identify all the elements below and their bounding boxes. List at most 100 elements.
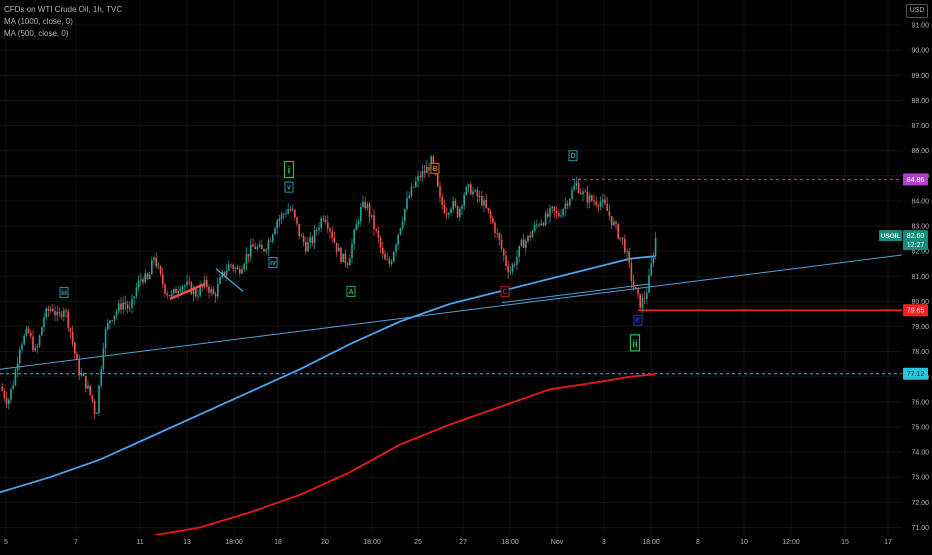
candle-body [236,268,239,270]
candle-body [232,265,234,269]
candle-body [500,239,503,249]
candle-body [564,203,567,209]
candle-body [410,186,413,196]
candle-body [648,275,650,293]
currency-button[interactable]: USD [906,4,928,18]
candle-body [637,289,639,294]
candle-body [569,199,571,206]
candle-body [426,167,428,174]
x-tick-label: 18:00 [225,539,243,546]
candle-body [597,205,600,207]
candle-body [287,209,289,214]
x-tick-label: 5 [4,539,8,546]
candle-body [74,342,76,354]
candle-body [41,327,43,336]
candle-body [538,224,540,226]
candle-body [67,311,69,328]
candle-body [69,327,72,332]
candle-body [327,222,329,229]
candle-body [102,348,105,370]
candle-body [225,270,228,276]
candle-body [562,208,564,216]
candle-body [140,279,142,281]
current-price-badge [903,230,928,251]
candle-body [49,308,52,312]
candle-body [472,191,474,195]
candle-body [272,234,274,242]
candle-body [80,373,83,376]
candle-body [518,245,520,257]
candle-body [456,206,459,218]
legend-ma-1000[interactable]: MA (1000, close, 0) [4,17,73,26]
candle-body [243,264,245,270]
candle-body [371,215,373,217]
candle-body [344,253,347,264]
candle-body [450,209,452,214]
candle-body [14,370,17,386]
candle-body [527,235,529,241]
candle-body [591,195,593,201]
legend-symbol-title[interactable]: CFDs on WTI Crude Oil, 1h, TVC [4,5,123,14]
wave-label-box [268,257,278,268]
candle-body [516,256,518,265]
wave-label-box [346,285,356,297]
candle-body [223,271,226,276]
candle-body [494,222,496,234]
candle-body [291,209,294,211]
x-tick-label: 13 [183,539,191,546]
candle-body [166,293,168,296]
legend-ma-500[interactable]: MA (500, close, 0) [4,29,69,38]
wave-label-box [284,181,294,193]
candle-body [533,224,536,232]
candle-body [641,297,644,309]
candle-body [47,308,50,312]
price-axis: 71.0072.0073.0074.0075.0076.0077.0078.00… [879,0,932,550]
candle-body [118,303,120,312]
candle-body [8,399,10,405]
candle-body [234,268,237,269]
candle-body [432,156,435,165]
horizontal-lines [0,178,902,375]
ma-500-line [0,255,656,494]
candle-body [122,302,124,310]
symbol-badge [879,230,902,242]
candle-body [93,401,96,414]
y-tick-label: 90.00 [911,48,929,55]
candle-body [311,237,314,244]
candle-body [349,258,351,266]
candle-body [96,413,98,414]
candle-body [331,231,333,238]
candle-body [309,237,311,243]
wave-label-D: D [570,153,575,160]
y-tick-label: 79.00 [911,324,929,331]
candle-body [366,204,369,209]
x-tick-label: 27 [459,539,467,546]
candle-body [98,385,100,414]
candle-body [217,283,219,297]
y-tick-label: 76.00 [911,399,929,406]
candle-body [531,231,534,238]
candle-body [573,185,575,190]
candle-body [276,221,278,229]
x-tick-label: 18:00 [642,539,660,546]
candle-body [340,247,342,263]
wave-label-box [633,314,643,326]
candle-body [654,238,657,257]
drawn-segment-blue [215,268,244,292]
y-tick-label: 83.00 [911,224,929,231]
candle-body [470,184,472,195]
candle-body [368,204,371,217]
price-level-badge [903,367,928,380]
wave-label-box [430,162,440,174]
candle-body [613,221,615,226]
candle-body [294,209,296,218]
candle-body [467,184,470,188]
candle-body [245,253,248,265]
candle-body [401,221,404,229]
candle-body [522,239,525,248]
candle-body [283,214,285,215]
candle-body [423,170,426,174]
candle-body [131,298,133,308]
